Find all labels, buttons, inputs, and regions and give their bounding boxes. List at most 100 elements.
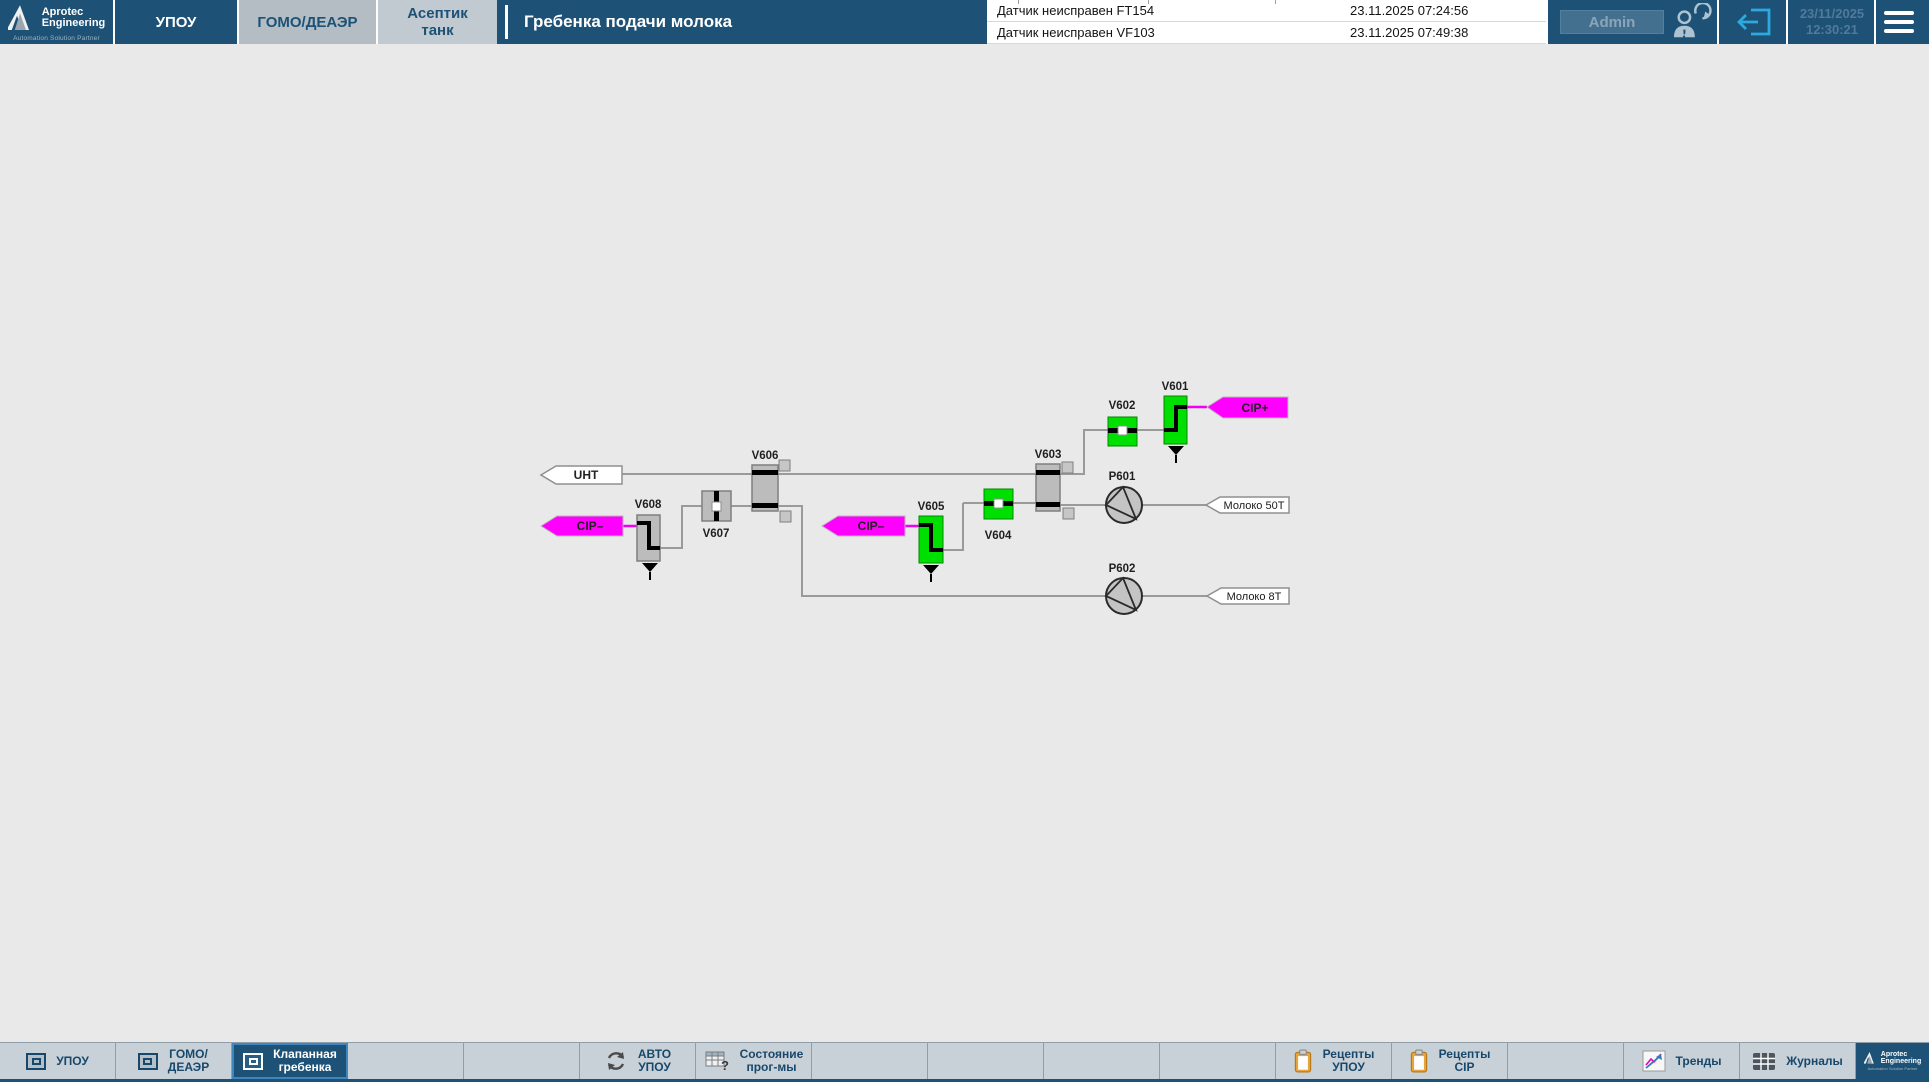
toolbar-button-upou[interactable]: УПОУ [0, 1043, 116, 1079]
alarm-timestamp: 23.11.2025 07:49:38 [1350, 25, 1469, 40]
valve-v603[interactable]: V603 [1035, 449, 1075, 520]
button-label-line2: УПОУ [1332, 1060, 1365, 1074]
button-label-line2: ДЕАЭР [167, 1060, 210, 1074]
button-label-line1: АВТО [637, 1047, 672, 1061]
panel-divider [1786, 0, 1788, 44]
user-switch-icon[interactable] [1668, 2, 1716, 42]
valve-label: V605 [918, 501, 945, 513]
admin-user-button[interactable]: Admin [1560, 10, 1664, 34]
alarm-message: Датчик неисправен VF103 [997, 25, 1155, 40]
window-icon [137, 1052, 158, 1070]
logo-line1: Aprotec [1880, 1051, 1908, 1058]
button-label: Тренды [1675, 1053, 1722, 1068]
valve-label: V608 [635, 499, 662, 511]
toolbar-button-klapannaya-grebenka[interactable]: Клапанная гребенка [232, 1043, 348, 1079]
valve-label: V601 [1162, 381, 1189, 393]
tab-gomo-deaer[interactable]: ГОМО/ДЕАЭР [239, 0, 376, 44]
button-label-line1: Рецепты [1438, 1047, 1491, 1061]
toolbar-empty-cell [1044, 1043, 1160, 1079]
time-text: 12:30:21 [1805, 22, 1859, 37]
tab-aseptik-line2: танк [421, 22, 454, 39]
tab-aseptik-tank[interactable]: Асептик танк [378, 0, 497, 44]
pump-p601[interactable]: P601 [1104, 471, 1143, 524]
tab-upou[interactable]: УПОУ [115, 0, 237, 44]
toolbar-aprotec-logo: Aprotec Engineering Automation Solution … [1856, 1043, 1929, 1079]
valve-v607[interactable]: V607 [701, 490, 732, 540]
alarm-column-tick [1018, 0, 1019, 4]
toolbar-button-trendy[interactable]: Тренды [1624, 1043, 1740, 1079]
menu-icon[interactable] [1882, 9, 1916, 35]
button-label-line2: CIP [1454, 1060, 1475, 1074]
toolbar-button-sostoyanie-programm[interactable]: ? Состояние прог-мы [696, 1043, 812, 1079]
valve-label: V603 [1035, 449, 1062, 461]
valve-v602[interactable]: V602 [1107, 400, 1138, 447]
toolbar-empty-cell [928, 1043, 1044, 1079]
refresh-icon [607, 1052, 624, 1070]
tag-label: Молоко 50Т [1224, 500, 1285, 512]
button-label-line1: Состояние [739, 1047, 804, 1061]
button-label-line2: УПОУ [638, 1060, 671, 1074]
toolbar-empty-cell [1160, 1043, 1276, 1079]
valve-label: V607 [703, 528, 730, 540]
pipes [622, 429, 1207, 597]
tag-label: CIP– [858, 519, 885, 533]
logo-line1: Aprotec [41, 5, 84, 18]
toolbar-button-avto-upou[interactable]: АВТО УПОУ [580, 1043, 696, 1079]
cip-pipes [623, 405, 1207, 528]
toolbar-button-recepty-upou[interactable]: Рецепты УПОУ [1276, 1043, 1392, 1079]
window-icon [243, 1052, 264, 1070]
tag-cip-plus: CIP+ [1206, 396, 1289, 419]
valve-v608[interactable]: V608 [635, 499, 662, 580]
pump-p602[interactable]: P602 [1104, 563, 1143, 615]
panel-divider [1717, 0, 1719, 44]
toolbar-button-recepty-cip[interactable]: Рецепты CIP [1392, 1043, 1508, 1079]
alarm-row[interactable]: Датчик неисправен FT154 23.11.2025 07:24… [987, 0, 1546, 22]
logout-icon[interactable] [1728, 6, 1780, 38]
valve-label: V602 [1109, 400, 1136, 412]
logo-line2: Engineering [1880, 1058, 1922, 1065]
clipboard-icon [1294, 1049, 1311, 1073]
datetime-display: 23/11/2025 12:30:21 [1792, 6, 1872, 38]
alarm-row[interactable]: Датчик неисправен VF103 23.11.2025 07:49… [987, 22, 1546, 44]
toolbar-empty-cell [348, 1043, 464, 1079]
button-label-line1: Клапанная [273, 1047, 337, 1061]
window-icon [26, 1052, 47, 1070]
alarm-message: Датчик неисправен FT154 [997, 3, 1155, 18]
journals-icon [1753, 1052, 1776, 1070]
page-title-bar: Гребенка подачи молока [497, 0, 987, 44]
button-label: Журналы [1786, 1053, 1843, 1068]
toolbar-empty-cell [1508, 1043, 1624, 1079]
logo-line2: Engineering [41, 16, 106, 29]
alarm-list: Датчик неисправен FT154 23.11.2025 07:24… [987, 0, 1546, 44]
tag-milk-50t: Молоко 50Т [1204, 496, 1290, 514]
alarm-timestamp: 23.11.2025 07:24:56 [1350, 3, 1469, 18]
tag-uht: UHT [539, 465, 623, 485]
process-diagram-area: V606 V603 V607 V608 V605 V604 [0, 44, 1929, 1042]
top-bar: Aprotec Engineering Automation Solution … [0, 0, 1929, 44]
toolbar-button-zhurnaly[interactable]: Журналы [1740, 1043, 1856, 1079]
toolbar-empty-cell [464, 1043, 580, 1079]
button-label-line1: Рецепты [1322, 1047, 1375, 1061]
program-status-icon: ? [705, 1051, 729, 1072]
valve-v606[interactable]: V606 [751, 450, 792, 523]
clipboard-icon [1410, 1049, 1427, 1073]
svg-text:?: ? [721, 1058, 729, 1072]
bottom-toolbar: УПОУ ГОМО/ ДЕАЭР Клапанная гребенка АВТО… [0, 1042, 1929, 1082]
aprotec-logo: Aprotec Engineering Automation Solution … [0, 0, 113, 44]
tag-label: UHT [574, 468, 599, 482]
tab-aseptik-line1: Асептик [407, 5, 468, 22]
button-label-line1: ГОМО/ [169, 1047, 208, 1061]
title-divider [505, 5, 508, 39]
toolbar-button-gomo-deaer[interactable]: ГОМО/ ДЕАЭР [116, 1043, 232, 1079]
logo-tagline: Automation Solution Partner [13, 34, 100, 42]
valve-v605[interactable]: V605 [918, 501, 945, 582]
toolbar-empty-cell [812, 1043, 928, 1079]
aprotec-triangle-icon [7, 4, 29, 30]
button-label: УПОУ [56, 1053, 89, 1068]
page-title: Гребенка подачи молока [524, 12, 733, 31]
valve-v604[interactable]: V604 [983, 488, 1014, 542]
pump-label: P602 [1109, 563, 1136, 575]
aprotec-triangle-icon [1863, 1052, 1874, 1064]
valve-v601[interactable]: V601 [1162, 381, 1189, 463]
tag-milk-8t: Молоко 8Т [1205, 587, 1290, 605]
